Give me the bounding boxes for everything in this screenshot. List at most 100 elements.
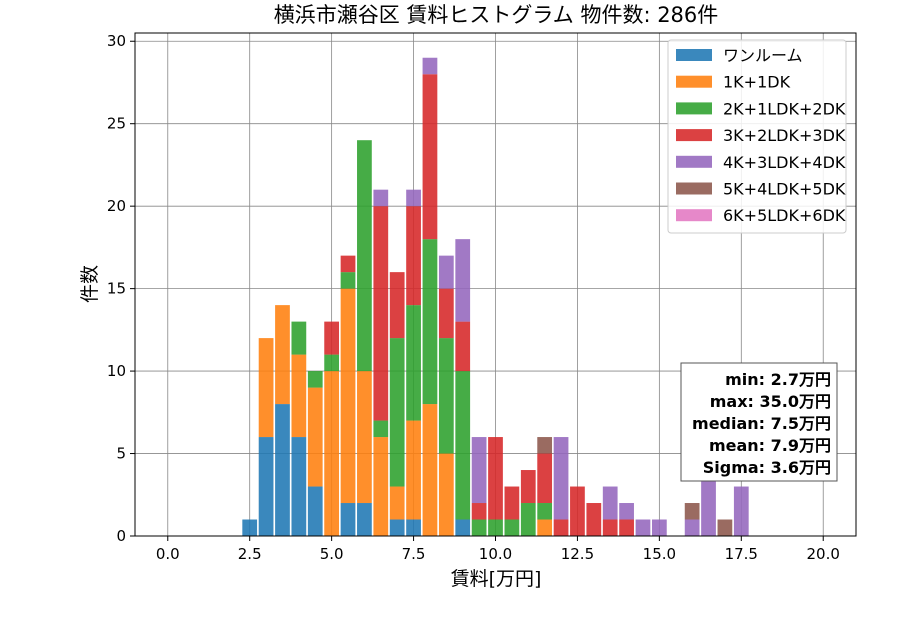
bar-segment [537,453,553,504]
bar-segment [422,239,438,405]
legend-frame [667,39,847,234]
x-axis-label: 賃料[万円] [451,568,542,590]
bar-segment [520,503,536,536]
legend-swatch [676,102,712,115]
bar-segment [291,321,307,355]
bar-segment [455,371,471,520]
bar-segment [733,486,749,536]
stats-line: max: 35.0万円 [710,392,831,411]
bar-segment [324,354,340,372]
bar-segment [455,519,471,536]
y-tick-label: 30 [107,32,126,50]
legend-label: 1K+1DK [723,73,791,92]
bar-segment [340,288,356,504]
bar-segment [357,371,372,504]
bar-segment [275,305,290,405]
bar-segment [438,255,454,289]
stats-line: min: 2.7万円 [725,370,831,389]
bar-segment [471,503,487,520]
x-tick-label: 0.0 [156,545,180,563]
bar-segment [357,503,372,536]
x-tick-label: 17.5 [725,545,758,563]
bar-segment [553,519,569,536]
bar-segment [619,519,634,536]
legend-label: 6K+5LDK+6DK [723,206,846,225]
bar-segment [455,239,471,322]
bar-segment [602,486,618,520]
bar-segment [406,519,421,536]
y-tick-label: 15 [107,280,126,298]
x-tick-label: 12.5 [561,545,594,563]
legend: ワンルーム 1K+1DK 2K+1LDK+2DK 3K+2LDK+3DK 4K+3LDK… [667,39,847,234]
legend-label: 3K+2LDK+3DK [723,126,846,145]
bar-segment [357,140,372,372]
bar-segment [340,272,356,289]
bar-segment [324,371,340,536]
legend-swatch [676,209,712,222]
bar-segment [488,437,503,520]
legend-swatch [676,49,712,61]
chart-title: 横浜市瀬谷区 賃料ヒストグラム 物件数: 286件 [274,3,719,27]
x-tick-label: 15.0 [643,545,676,563]
bar-segment [324,321,340,355]
y-tick-label: 10 [107,362,126,380]
stats-line: mean: 7.9万円 [709,436,831,455]
y-ticks: 0 5 10 15 20 25 30 [107,32,135,545]
bar-segment [537,437,553,454]
bar-segment [389,338,405,487]
y-tick-label: 20 [107,197,126,215]
bar-segment [488,519,503,536]
bar-segment [504,519,520,536]
x-tick-label: 5.0 [320,545,344,563]
bar-segment [258,437,274,536]
bar-segment [406,305,421,421]
bar-segment [242,519,258,536]
bar-segment [291,437,307,536]
bar-segment [373,189,389,207]
bar-segment [684,519,700,536]
bar-segment [373,206,389,421]
bar-segment [307,371,323,388]
bar-segment [537,503,553,520]
bar-segment [553,437,569,520]
legend-swatch [676,182,712,195]
x-ticks: 0.0 2.5 5.0 7.5 10.0 12.5 15.0 17.5 20.0 [156,536,840,563]
bar-segment [619,503,634,520]
x-tick-label: 20.0 [807,545,840,563]
bar-segment [389,486,405,520]
bar-segment [389,519,405,536]
y-tick-label: 25 [107,115,126,133]
bar-segment [422,74,438,240]
bar-segment [602,519,618,536]
bar-segment [455,321,471,372]
legend-label: 2K+1LDK+2DK [723,99,846,118]
bar-segment [471,519,487,536]
bar-segment [340,255,356,273]
bar-segment [684,503,700,520]
bar-segment [406,189,421,207]
bar-segment [504,486,520,520]
bar-segment [389,272,405,339]
bar-segment [651,519,667,536]
bar-segment [275,404,290,536]
bar-segment [307,387,323,487]
legend-swatch [676,75,712,88]
legend-label: 4K+3LDK+4DK [723,153,846,172]
bar-segment [717,519,733,536]
bar-segment [438,288,454,339]
legend-swatch [676,129,712,142]
bar-segment [422,404,438,536]
legend-swatch [676,155,712,168]
bars [242,57,749,536]
bar-segment [635,519,651,536]
x-tick-label: 2.5 [238,545,262,563]
bar-segment [438,338,454,454]
y-tick-label: 0 [116,527,126,545]
x-tick-label: 10.0 [479,545,512,563]
bar-segment [570,486,585,536]
legend-label: 5K+4LDK+5DK [723,180,846,199]
bar-segment [438,453,454,536]
bar-segment [373,437,389,536]
bar-segment [258,338,274,438]
bar-segment [291,354,307,438]
